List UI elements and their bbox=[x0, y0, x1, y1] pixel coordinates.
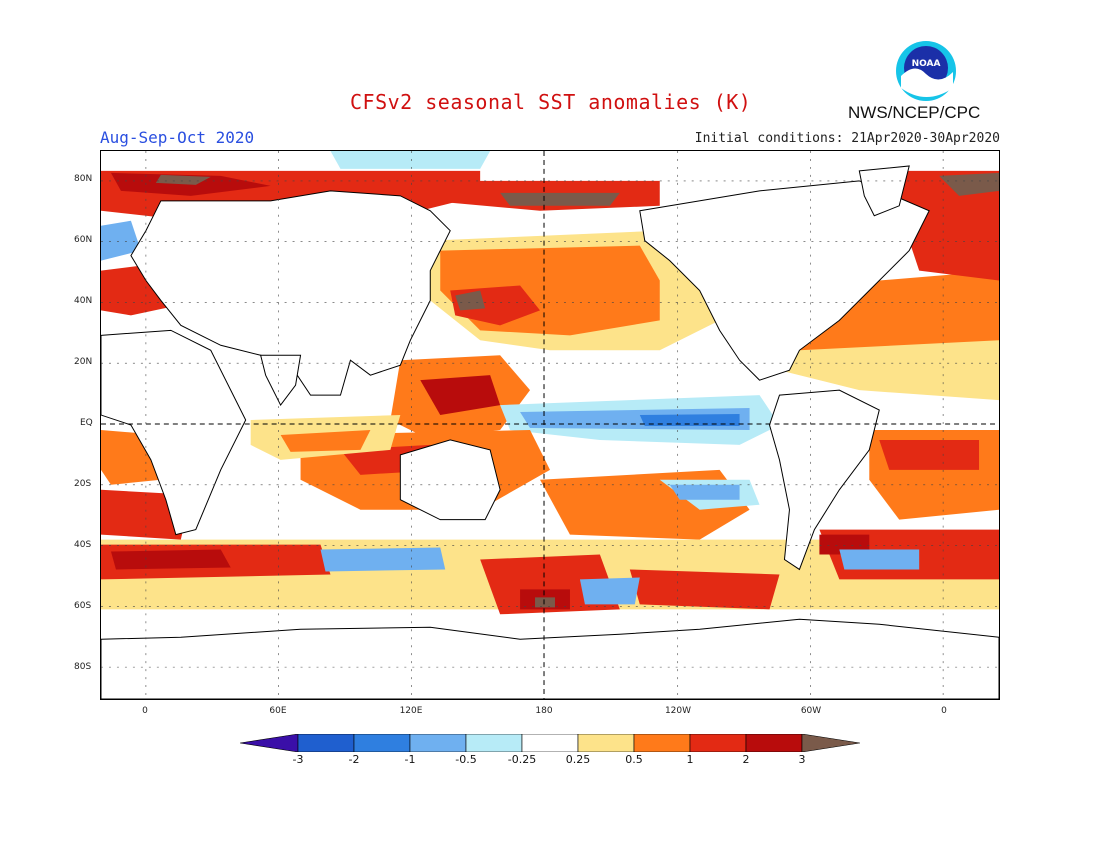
colorbar-segment bbox=[577, 734, 635, 752]
lon-label: 120W bbox=[664, 706, 692, 716]
agency-label: NWS/NCEP/CPC bbox=[848, 103, 981, 122]
lat-label: 40N bbox=[74, 296, 93, 306]
colorbar-label: -1 bbox=[404, 753, 416, 766]
lat-label: 40S bbox=[74, 540, 92, 550]
colorbar-segment bbox=[465, 734, 523, 752]
colorbar bbox=[240, 734, 860, 752]
noaa-logo: NOAA bbox=[896, 41, 956, 101]
colorbar-label: -2 bbox=[348, 753, 360, 766]
lat-label: 80S bbox=[74, 662, 92, 672]
colorbar-label: -0.5 bbox=[455, 753, 477, 766]
colorbar-segment bbox=[801, 734, 860, 752]
colorbar-label: -3 bbox=[292, 753, 304, 766]
season-label: Aug-Sep-Oct 2020 bbox=[100, 128, 255, 147]
lat-label: EQ bbox=[80, 418, 93, 428]
lat-label: 20S bbox=[74, 479, 92, 489]
colorbar-label: 1 bbox=[686, 753, 694, 766]
colorbar-label: -0.25 bbox=[507, 753, 537, 766]
lat-label: 80N bbox=[74, 174, 93, 184]
logo-text: NOAA bbox=[912, 59, 941, 69]
colorbar-label: 3 bbox=[798, 753, 806, 766]
colorbar-segment bbox=[521, 734, 579, 752]
lat-label: 20N bbox=[74, 357, 93, 367]
colorbar-segment bbox=[409, 734, 467, 752]
lon-label: 0 bbox=[142, 706, 148, 716]
chart-title: CFSv2 seasonal SST anomalies (K) bbox=[350, 90, 752, 114]
continent-outlines bbox=[101, 165, 999, 699]
colorbar-segment bbox=[240, 734, 299, 752]
lat-label: 60N bbox=[74, 235, 93, 245]
lon-label: 0 bbox=[941, 706, 947, 716]
colorbar-segment bbox=[745, 734, 803, 752]
colorbar-segment bbox=[353, 734, 411, 752]
colorbar-label: 2 bbox=[742, 753, 750, 766]
colorbar-label: 0.25 bbox=[565, 753, 591, 766]
colorbar-label: 0.5 bbox=[625, 753, 643, 766]
graticule bbox=[101, 151, 999, 699]
lon-label: 60W bbox=[800, 706, 822, 716]
sst-anomaly-map bbox=[100, 150, 1000, 700]
equator-dateline bbox=[101, 151, 999, 699]
lat-label: 60S bbox=[74, 601, 92, 611]
colorbar-segment bbox=[689, 734, 747, 752]
lon-label: 180 bbox=[535, 706, 553, 716]
colorbar-segment bbox=[297, 734, 355, 752]
initial-conditions-label: Initial conditions: 21Apr2020-30Apr2020 bbox=[694, 131, 1000, 146]
lon-label: 120E bbox=[399, 706, 423, 716]
colorbar-segment bbox=[633, 734, 691, 752]
lon-label: 60E bbox=[269, 706, 287, 716]
